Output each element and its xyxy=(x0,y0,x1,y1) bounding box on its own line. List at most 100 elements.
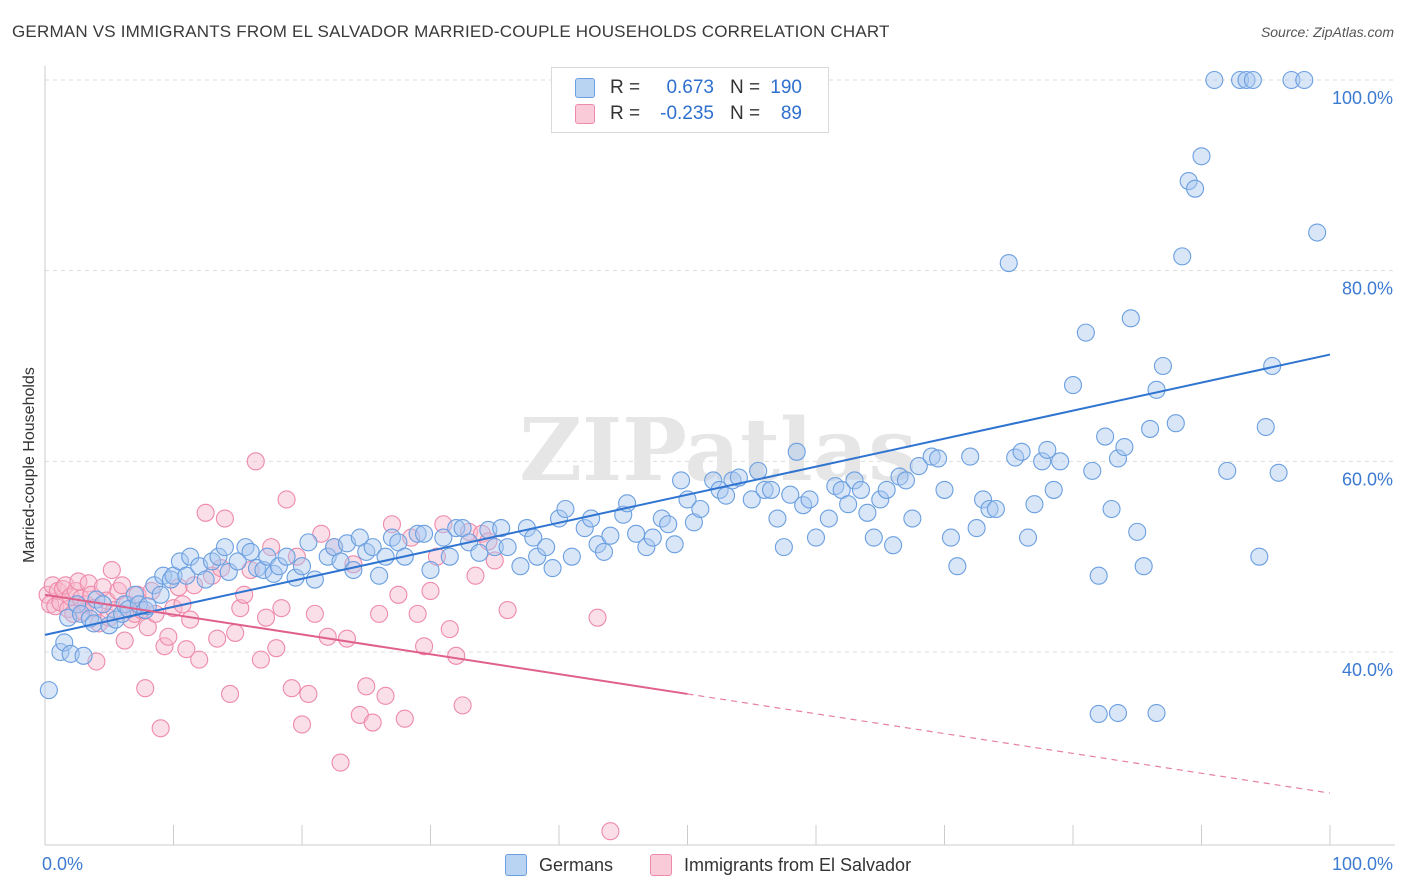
legend-n-label: N = xyxy=(730,103,761,124)
data-point xyxy=(637,538,656,557)
data-point xyxy=(125,585,144,604)
legend-n-value-germans: 190 xyxy=(770,77,802,98)
data-point xyxy=(190,650,209,669)
data-point xyxy=(511,557,530,576)
data-point xyxy=(408,604,427,623)
data-point xyxy=(1051,452,1070,471)
data-point xyxy=(665,535,684,554)
data-point xyxy=(980,499,999,519)
data-point xyxy=(231,599,250,618)
data-point xyxy=(228,552,247,571)
data-point xyxy=(220,684,240,703)
data-point xyxy=(716,486,736,505)
data-point xyxy=(136,679,155,698)
data-point xyxy=(1089,704,1108,724)
data-point xyxy=(1173,247,1192,266)
data-point xyxy=(247,559,267,578)
data-point xyxy=(470,543,489,562)
data-point xyxy=(1295,70,1314,90)
data-point xyxy=(408,524,427,543)
chart-title: GERMAN VS IMMIGRANTS FROM EL SALVADOR MA… xyxy=(12,22,890,41)
data-point xyxy=(1134,557,1153,576)
data-point xyxy=(1012,442,1031,461)
data-point xyxy=(1243,70,1262,90)
data-point xyxy=(236,538,255,557)
data-point xyxy=(1025,495,1044,514)
data-point xyxy=(1033,452,1052,471)
data-point xyxy=(287,547,306,566)
data-point xyxy=(864,528,883,547)
data-point xyxy=(331,753,350,772)
data-point xyxy=(498,601,517,620)
data-point xyxy=(215,538,234,557)
data-point xyxy=(1256,417,1275,437)
data-point xyxy=(440,620,459,639)
data-point xyxy=(896,471,916,490)
y-tick-label: 40.0% xyxy=(1342,660,1393,680)
y-tick-label: 60.0% xyxy=(1342,469,1393,489)
data-point xyxy=(948,557,967,576)
legend-item-germans[interactable]: Germans xyxy=(505,852,613,878)
chart-source: Source: ZipAtlas.com xyxy=(1260,24,1394,40)
data-point xyxy=(79,574,98,593)
data-point xyxy=(961,447,980,466)
data-point xyxy=(858,503,877,522)
data-point xyxy=(761,480,781,499)
data-point xyxy=(1128,522,1147,541)
data-point xyxy=(282,679,301,698)
legend-row-germans: R = 0.673 N = 190 xyxy=(552,74,828,102)
legend-item-salvador[interactable]: Immigrants from El Salvador xyxy=(650,852,911,878)
data-point xyxy=(382,515,402,534)
data-point xyxy=(241,542,260,561)
data-point xyxy=(1153,356,1172,376)
data-point xyxy=(155,637,174,656)
data-point xyxy=(43,576,62,595)
data-point xyxy=(389,585,408,604)
data-point xyxy=(562,547,581,566)
data-point xyxy=(1218,461,1237,480)
data-point xyxy=(575,519,594,538)
data-point xyxy=(145,576,164,595)
legend-label-salvador: Immigrants from El Salvador xyxy=(684,854,912,875)
data-point xyxy=(999,253,1018,273)
data-point xyxy=(251,650,270,669)
data-point xyxy=(1076,323,1095,342)
data-point xyxy=(1089,566,1108,585)
data-point xyxy=(1044,480,1063,499)
data-point xyxy=(582,509,601,528)
data-point xyxy=(935,480,954,499)
data-point xyxy=(159,627,178,646)
legend-swatch-germans xyxy=(505,854,527,876)
data-point xyxy=(181,547,200,566)
trend-germans-solid xyxy=(44,353,1331,636)
data-point xyxy=(594,542,614,561)
x-tick-label: 100.0% xyxy=(1332,854,1393,874)
data-point xyxy=(395,709,414,728)
data-point xyxy=(440,547,459,566)
data-point xyxy=(1186,179,1205,198)
data-point xyxy=(537,538,556,557)
data-point xyxy=(421,560,440,580)
data-point xyxy=(742,490,761,509)
data-point xyxy=(851,480,871,499)
data-point xyxy=(909,457,928,476)
data-point xyxy=(113,576,132,595)
legend-r-label: R = xyxy=(610,77,641,98)
data-point xyxy=(434,528,453,547)
data-point xyxy=(845,471,864,490)
data-point xyxy=(305,570,324,589)
trend-lines xyxy=(44,353,1331,794)
legend-swatch-germans xyxy=(575,78,595,98)
data-point xyxy=(1108,449,1128,468)
correlation-legend: R = 0.673 N = 190 R = -0.235 N = 89 xyxy=(551,67,829,133)
data-point xyxy=(74,646,93,665)
data-point xyxy=(1115,437,1134,457)
data-point xyxy=(185,576,204,595)
data-point xyxy=(768,509,787,528)
data-point xyxy=(528,547,547,566)
data-point xyxy=(277,490,296,509)
data-point xyxy=(272,599,291,618)
data-point xyxy=(453,696,472,715)
data-point xyxy=(151,719,170,738)
data-point xyxy=(1018,528,1038,547)
